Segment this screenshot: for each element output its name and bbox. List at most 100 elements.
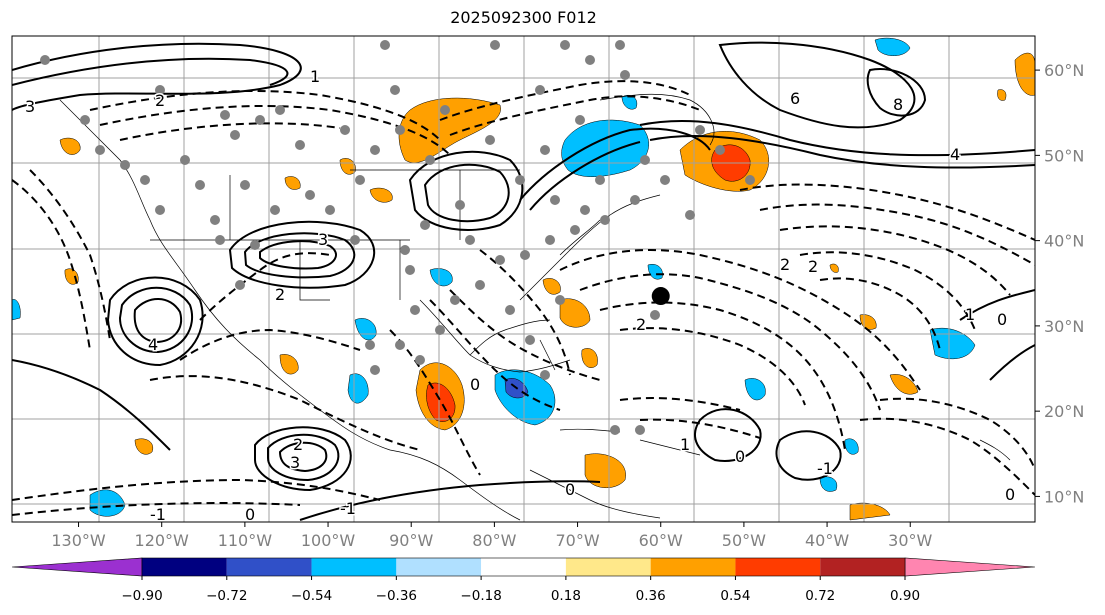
contour-label: 2: [293, 435, 303, 454]
colorbar-segment: [226, 558, 312, 576]
colorbar-tick-label: 0.18: [551, 588, 581, 604]
contour-label: 0: [565, 480, 575, 499]
anomaly-blob: [647, 264, 663, 280]
contour-label: 2: [275, 285, 285, 304]
longitude-label: 70°W: [555, 531, 599, 550]
contour-label: 1: [310, 67, 320, 86]
latitude-label: 60°N: [1044, 61, 1084, 80]
contour-label: -1: [340, 499, 356, 518]
contour-label: 0: [735, 447, 745, 466]
map-panel: 6 8 4 2 1 3 3 4 2 3 2 0 -1 -1 0 1 0 2 2 …: [12, 36, 1035, 524]
contour-label: 4: [950, 145, 960, 164]
longitude-labels: 130°W 120°W 110°W 100°W 90°W 80°W 70°W 60°W 50°W…: [51, 522, 933, 550]
contour-label: 8: [893, 95, 903, 114]
colorbar-segment: [565, 558, 651, 576]
longitude-label: 90°W: [389, 531, 433, 550]
latitude-label: 40°N: [1044, 232, 1084, 251]
anomaly-blob: [929, 327, 976, 360]
colorbar-segment: [396, 558, 482, 576]
anomaly-blob: [284, 176, 301, 190]
colorbar-segment: [735, 558, 821, 576]
latitude-label: 30°N: [1044, 317, 1084, 336]
colorbar-tick-label: 0.54: [720, 588, 750, 604]
longitude-label: 60°W: [639, 531, 683, 550]
anomaly-blob: [134, 438, 154, 455]
contour-label: 3: [318, 230, 328, 249]
longitude-label: 100°W: [301, 531, 356, 550]
contour-label: 0: [470, 375, 480, 394]
map-frame: [11, 35, 1036, 523]
contour-label: 1: [965, 305, 975, 324]
contour-label: 2: [155, 91, 165, 110]
anomaly-blob: [829, 263, 839, 273]
observation-dots: [40, 40, 755, 435]
colorbar-extend-high: [904, 557, 1036, 577]
coastlines: [59, 93, 1011, 521]
longitude-label: 120°W: [135, 531, 190, 550]
longitude-label: 40°W: [805, 531, 849, 550]
colorbar-segment: [311, 558, 397, 576]
anomaly-blob: [874, 37, 911, 56]
anomaly-blob: [279, 354, 299, 375]
contour-label: -1: [150, 505, 166, 524]
colorbar-tick-label: −0.54: [291, 588, 332, 604]
colorbar-tick-label: −0.36: [376, 588, 417, 604]
anomaly-blob: [59, 137, 81, 155]
colorbar-frame: [141, 557, 906, 577]
black-dot-marker: [651, 287, 670, 306]
contour-label: 3: [25, 97, 35, 116]
colorbar-segment: [142, 558, 227, 576]
colorbar-tick-label: 0.90: [890, 588, 920, 604]
anomaly-blob: [398, 97, 501, 163]
contour-label: -1: [817, 459, 833, 478]
contour-label: 0: [997, 310, 1007, 329]
anomaly-blob: [64, 268, 79, 285]
anomaly-blob: [744, 378, 766, 401]
colorbar-extend-low: [11, 557, 143, 577]
anomaly-blob: [997, 89, 1007, 101]
colorbar-tick-label: −0.90: [121, 588, 162, 604]
longitude-label: 50°W: [722, 531, 766, 550]
anomaly-blob: [12, 299, 21, 321]
latitude-label: 20°N: [1044, 402, 1084, 421]
longitude-label: 130°W: [51, 531, 106, 550]
anomaly-blob: [889, 374, 919, 395]
colorbar-tick-label: 0.72: [805, 588, 835, 604]
contour-label: 2: [780, 255, 790, 274]
anomaly-blob: [844, 438, 859, 455]
latitude-labels: 60°N 50°N 40°N 30°N 20°N 10°N: [1035, 61, 1084, 506]
colorbar-segment: [481, 558, 566, 576]
colorbar-segment: [820, 558, 905, 576]
contour-label: 6: [790, 89, 800, 108]
colorbar-tick-label: 0.36: [636, 588, 666, 604]
contour-label: 0: [1005, 485, 1015, 504]
contour-lines: [12, 41, 1035, 521]
anomaly-blob: [559, 298, 591, 328]
contour-label: 1: [680, 435, 690, 454]
contour-label: 4: [148, 335, 158, 354]
longitude-label: 110°W: [218, 531, 273, 550]
map-title: 2025092300 F012: [450, 8, 597, 27]
anomaly-blob: [347, 373, 369, 404]
colorbar-segment: [650, 558, 736, 576]
latitude-label: 50°N: [1044, 146, 1084, 165]
contour-labels: 6 8 4 2 1 3 3 4 2 3 2 0 -1 -1 0 1 0 2 2 …: [24, 66, 1017, 524]
colorbar: −0.90 −0.72 −0.54 −0.36 −0.18 0.18 0.36 0.54 0.7…: [11, 557, 1036, 604]
colorbar-tick-label: −0.72: [206, 588, 247, 604]
contour-label: 2: [636, 315, 646, 334]
anomaly-blob: [1014, 52, 1035, 96]
latitude-label: 10°N: [1044, 487, 1084, 506]
colorbar-tick-label: −0.18: [460, 588, 501, 604]
contour-lines-dashed: [12, 80, 1035, 516]
anomaly-blob: [621, 94, 638, 110]
anomaly-blob: [819, 476, 838, 492]
anomaly-blob: [581, 348, 598, 368]
anomaly-blob: [542, 278, 561, 295]
contour-label: 0: [245, 505, 255, 524]
longitude-label: 80°W: [472, 531, 516, 550]
contour-label: 3: [290, 453, 300, 472]
contour-label: 2: [808, 257, 818, 276]
anomaly-blob: [369, 187, 393, 203]
longitude-label: 30°W: [888, 531, 932, 550]
